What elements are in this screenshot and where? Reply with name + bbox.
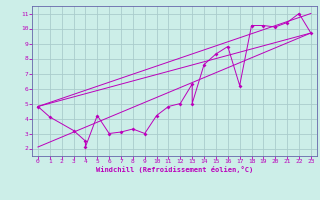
Point [237, 84, 242, 87]
Point [249, 24, 254, 27]
Point [261, 24, 266, 27]
Point [190, 102, 195, 105]
Point [166, 105, 171, 108]
Point [178, 102, 183, 105]
Point [95, 114, 100, 117]
Point [202, 63, 207, 66]
Point [273, 25, 278, 29]
Point [118, 130, 124, 134]
Point [213, 52, 219, 56]
Point [308, 31, 313, 35]
Point [142, 132, 147, 135]
Point [154, 114, 159, 117]
Point [296, 12, 301, 15]
Point [107, 132, 112, 135]
Point [47, 115, 52, 119]
Point [130, 127, 135, 131]
Point [225, 45, 230, 48]
Point [36, 105, 41, 108]
Point [284, 21, 290, 24]
Point [190, 82, 195, 86]
Point [83, 139, 88, 143]
Point [83, 145, 88, 149]
X-axis label: Windchill (Refroidissement éolien,°C): Windchill (Refroidissement éolien,°C) [96, 166, 253, 173]
Point [71, 129, 76, 132]
